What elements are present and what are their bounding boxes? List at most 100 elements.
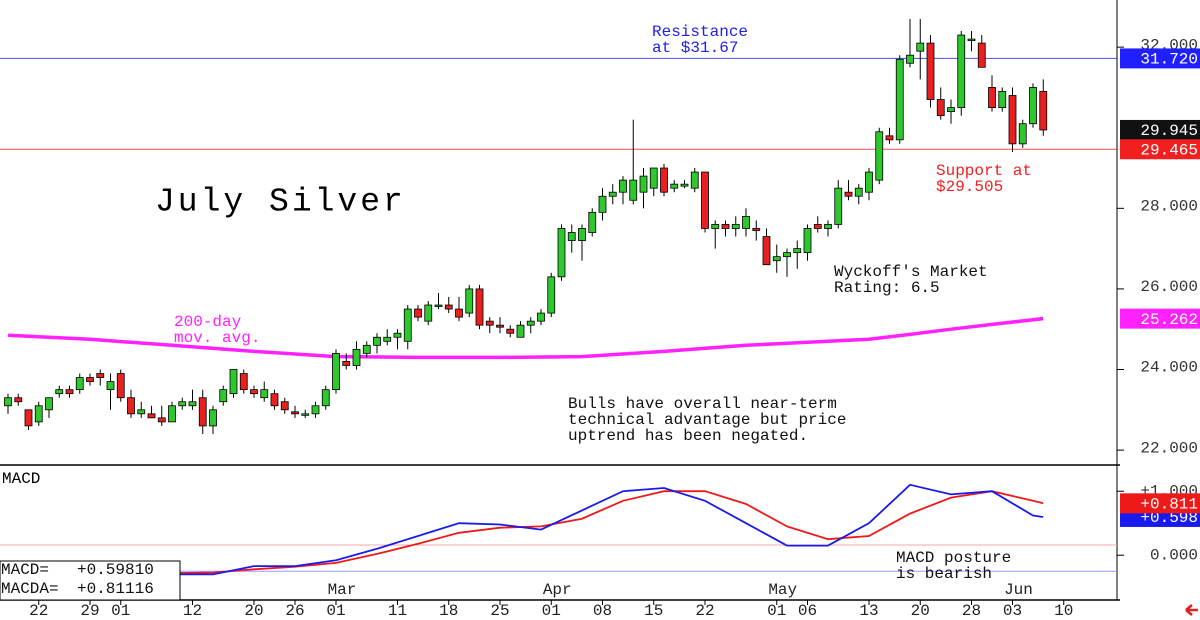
candle-body — [137, 409, 146, 415]
price-tag-bg — [1120, 48, 1200, 69]
candle-body — [475, 288, 484, 326]
candle-body — [270, 393, 279, 407]
candle-body — [957, 34, 966, 108]
x-tick-label: 29 — [80, 602, 99, 620]
macd-note: MACD posture — [896, 549, 1011, 567]
x-tick-label: 20 — [911, 602, 930, 620]
candle-body — [321, 389, 330, 407]
candle-body — [690, 171, 699, 189]
price-tag: 25.262 — [1140, 311, 1198, 329]
price-tag: 29.465 — [1140, 142, 1198, 160]
candle-body — [55, 389, 64, 395]
candle-body — [988, 87, 996, 108]
candle-body — [567, 232, 576, 241]
candle-body — [824, 224, 832, 229]
candle-body — [496, 324, 504, 328]
comment-note: uptrend has been negated. — [568, 427, 808, 445]
y-tick-label: 22.000 — [1140, 439, 1198, 457]
rating-note: Wyckoff's Market — [834, 263, 988, 281]
x-tick-label: 10 — [1054, 602, 1073, 620]
x-tick-label: 01 — [542, 602, 561, 620]
candle-body — [198, 397, 207, 427]
candle-body — [506, 328, 515, 334]
candle-body — [895, 58, 904, 141]
candle-body — [660, 167, 668, 193]
candle-body — [444, 304, 453, 310]
candle-body — [332, 352, 340, 391]
candle-body — [619, 179, 627, 193]
x-tick-label: 06 — [798, 602, 817, 620]
candle-body — [936, 99, 945, 117]
price-tag-bg — [1120, 119, 1200, 140]
candle-body — [803, 228, 812, 254]
candle-body — [250, 389, 258, 395]
candle-body — [578, 228, 586, 241]
candle-body — [403, 308, 412, 342]
x-tick-label: 15 — [644, 602, 663, 620]
candle-body — [537, 312, 545, 322]
y-tick-label: 26.000 — [1140, 278, 1198, 296]
y-tick-label: 24.000 — [1140, 359, 1198, 377]
candle-body — [977, 42, 986, 68]
candle-body — [783, 252, 791, 258]
ma-note: mov. avg. — [174, 329, 260, 347]
price-tag: 31.720 — [1140, 51, 1198, 69]
candle-body — [906, 54, 914, 64]
candle-body — [865, 171, 873, 193]
candle-body — [455, 308, 463, 318]
x-tick-label: 18 — [439, 602, 458, 620]
candle-body — [301, 413, 310, 416]
candle-body — [229, 369, 238, 395]
candle-body — [526, 320, 535, 326]
candle-body — [742, 215, 750, 229]
candle-body — [711, 224, 720, 229]
candle-body — [731, 224, 740, 229]
candle-body — [649, 167, 658, 189]
price-tag-bg — [1120, 139, 1200, 160]
legend-value: +0.81116 — [77, 580, 154, 598]
candle-body — [178, 401, 187, 407]
macd-tag: +0.811 — [1140, 496, 1198, 514]
candle-body — [414, 308, 422, 318]
comment-note: technical advantage but price — [568, 411, 846, 429]
candle-body — [547, 276, 556, 314]
support-note: Support at — [936, 162, 1032, 180]
candle-body — [157, 417, 166, 423]
candle-body — [834, 187, 843, 225]
resistance-note: Resistance — [652, 23, 748, 41]
candle-body — [588, 211, 597, 233]
candle-body — [598, 195, 607, 213]
candle-body — [947, 107, 955, 113]
candle-body — [485, 320, 494, 326]
candle-body — [629, 179, 638, 201]
candle-body — [65, 389, 74, 395]
candle-body — [670, 183, 679, 189]
candle-body — [14, 397, 23, 403]
candle-body — [45, 397, 53, 411]
month-label: May — [768, 581, 797, 599]
candle-body — [96, 373, 105, 378]
x-tick-label: 03 — [1003, 602, 1022, 620]
legend-value: +0.59810 — [77, 561, 154, 579]
x-tick-label: 01 — [326, 602, 345, 620]
candle-body — [772, 256, 781, 262]
macd-tag-bg — [1120, 493, 1200, 514]
macd-tag: +0.598 — [1140, 509, 1198, 527]
x-tick-label: 13 — [859, 602, 878, 620]
candle-body — [1018, 123, 1027, 145]
candle-body — [116, 373, 125, 399]
candle-body — [362, 344, 371, 354]
candle-body — [147, 413, 156, 419]
candle-body — [998, 91, 1007, 108]
candle-body — [916, 42, 925, 52]
candle-body — [168, 405, 176, 423]
candle-body — [4, 397, 12, 407]
candle-body — [926, 42, 935, 100]
support-note: $29.505 — [936, 178, 1003, 196]
candle-body — [373, 336, 381, 346]
candle-body — [424, 304, 433, 322]
ma-note: 200-day — [174, 313, 242, 331]
x-tick-label: 01 — [111, 602, 130, 620]
